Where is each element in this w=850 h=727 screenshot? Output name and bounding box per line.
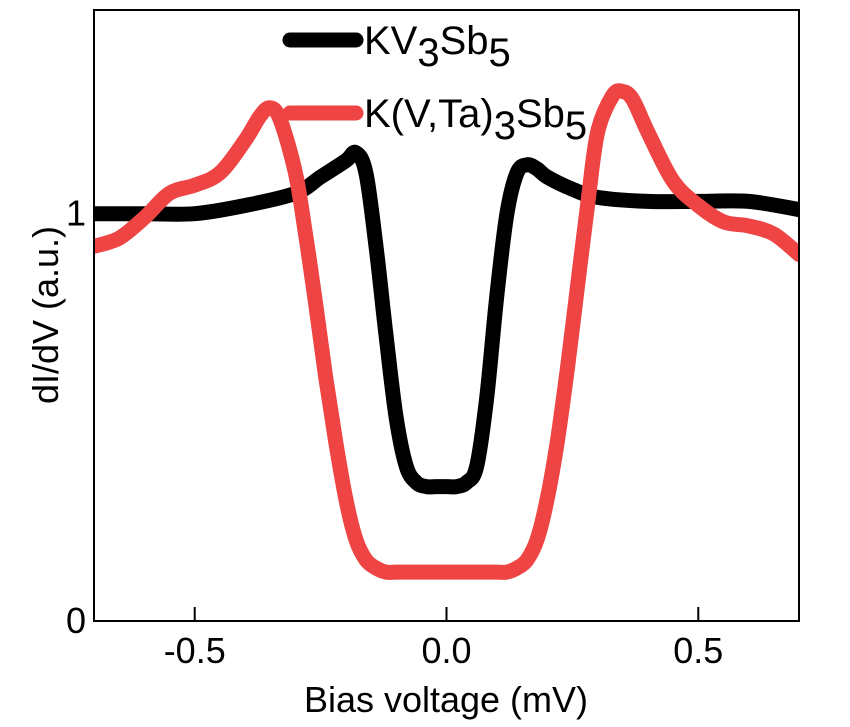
x-tick-label: 0.5: [673, 630, 723, 671]
x-tick-label: 0.0: [421, 630, 471, 671]
y-tick-label: 1: [66, 193, 86, 234]
ticks-layer: -0.5 0.0 0.5 0 1: [66, 193, 723, 671]
legend-label: K(V,Ta)3Sb5: [364, 92, 587, 148]
y-axis-label: dI/dV (a.u.): [25, 226, 66, 404]
legend-label: KV3Sb5: [364, 19, 511, 75]
x-axis-label: Bias voltage (mV): [304, 679, 588, 720]
series-layer: [94, 83, 799, 580]
series-line-kv3sb5: [94, 144, 799, 495]
series-line-kvta3sb5: [94, 83, 799, 580]
y-tick-label: 0: [66, 600, 86, 641]
x-tick-label: -0.5: [164, 630, 226, 671]
legend: KV3Sb5 K(V,Ta)3Sb5: [282, 19, 587, 148]
